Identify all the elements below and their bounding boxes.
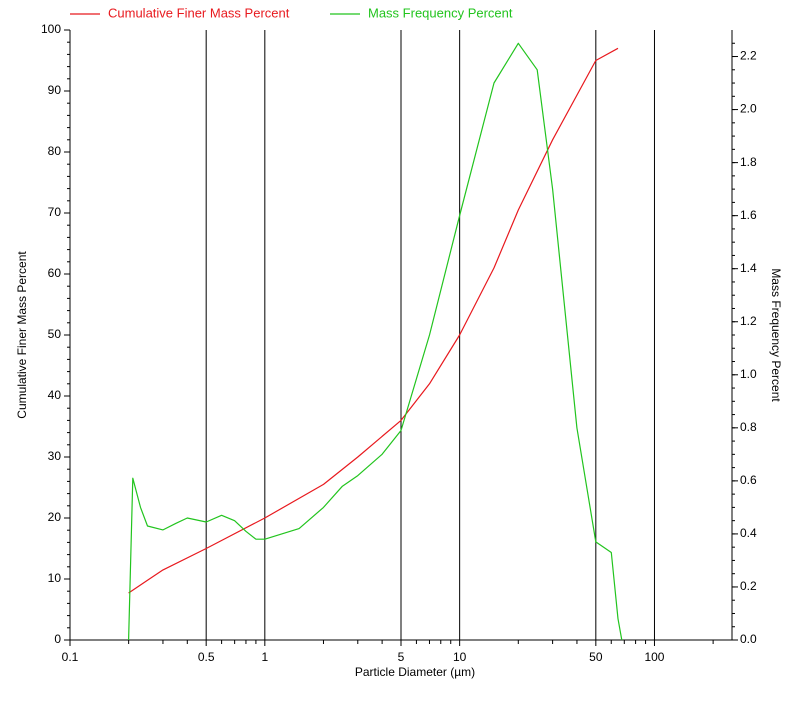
x-tick-label: 0.5 (198, 650, 215, 664)
y-tick-label: 30 (48, 449, 62, 463)
y2-tick-label: 1.2 (740, 314, 757, 328)
y2-tick-label: 2.2 (740, 49, 757, 63)
x-tick-label: 10 (453, 650, 467, 664)
y-tick-label: 90 (48, 83, 62, 97)
y2-tick-label: 1.4 (740, 261, 757, 275)
y2-tick-label: 0.8 (740, 420, 757, 434)
x-tick-label: 0.1 (62, 650, 79, 664)
y-tick-label: 20 (48, 510, 62, 524)
y-tick-label: 0 (54, 632, 61, 646)
data-line (128, 47, 619, 594)
y2-tick-label: 1.6 (740, 208, 757, 222)
y2-tick-label: 0.2 (740, 579, 757, 593)
y-tick-label: 50 (48, 327, 62, 341)
legend-label: Cumulative Finer Mass Percent (108, 5, 290, 20)
y-tick-label: 100 (41, 22, 61, 36)
legend-label: Mass Frequency Percent (368, 5, 513, 20)
y-tick-label: 60 (48, 266, 62, 280)
x-tick-label: 5 (398, 650, 405, 664)
y2-tick-label: 2.0 (740, 102, 757, 116)
y-tick-label: 70 (48, 205, 62, 219)
y2-tick-label: 1.8 (740, 155, 757, 169)
x-tick-label: 100 (644, 650, 664, 664)
y-tick-label: 40 (48, 388, 62, 402)
y-axis-title: Cumulative Finer Mass Percent (15, 251, 29, 419)
data-line (128, 42, 623, 641)
y2-tick-label: 0.6 (740, 473, 757, 487)
x-axis-title: Particle Diameter (µm) (355, 665, 475, 679)
y2-tick-label: 0.4 (740, 526, 757, 540)
y2-axis-title: Mass Frequency Percent (769, 268, 783, 402)
y-tick-label: 80 (48, 144, 62, 158)
x-tick-label: 1 (261, 650, 268, 664)
y2-tick-label: 0.0 (740, 632, 757, 646)
y2-tick-label: 1.0 (740, 367, 757, 381)
x-tick-label: 50 (589, 650, 603, 664)
y-tick-label: 10 (48, 571, 62, 585)
